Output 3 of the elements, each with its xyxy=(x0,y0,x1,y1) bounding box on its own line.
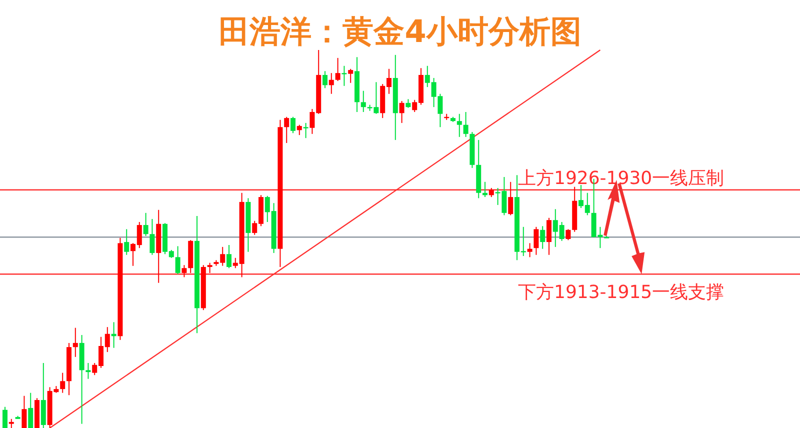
ref-line-label: 上方1926-1930一线压制 xyxy=(518,168,724,189)
ref-line-label: 下方1913-1915一线支撑 xyxy=(518,282,724,304)
chart-title: 田浩洋：黄金4小时分析图 xyxy=(218,14,582,50)
